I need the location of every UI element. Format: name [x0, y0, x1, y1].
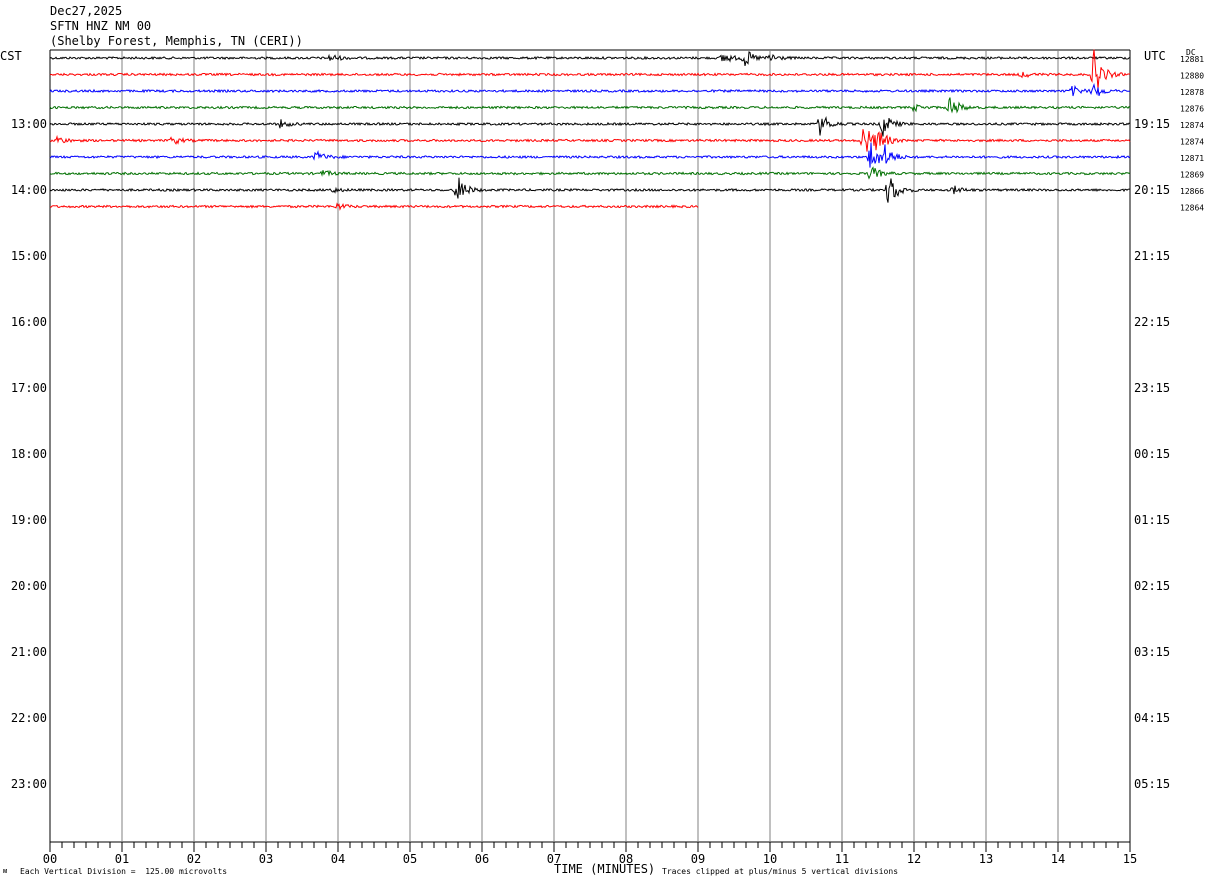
right-hour-label: 01:15 — [1134, 513, 1170, 527]
seismic-trace-0 — [49, 51, 1131, 67]
dc-offset-label: 12864 — [1180, 204, 1204, 213]
left-hour-label: 20:00 — [11, 579, 47, 593]
seismic-trace-2 — [49, 82, 1130, 97]
right-hour-label: 02:15 — [1134, 579, 1170, 593]
clip-note: Traces clipped at plus/minus 5 vertical … — [662, 867, 899, 876]
dc-offset-label: 12881 — [1180, 55, 1204, 64]
seismic-trace-6 — [49, 142, 1131, 168]
dc-offset-label: 12878 — [1180, 88, 1204, 97]
station-location: (Shelby Forest, Memphis, TN (CERI)) — [50, 34, 303, 48]
right-hour-label: 03:15 — [1134, 645, 1170, 659]
seismic-trace-8 — [49, 177, 1130, 203]
dc-column-label: DC — [1186, 48, 1196, 57]
seismic-trace-7 — [49, 166, 1131, 180]
seismic-trace-1 — [49, 49, 1131, 89]
x-tick-label: 08 — [619, 852, 633, 866]
dc-offset-label: 12866 — [1180, 187, 1204, 196]
x-tick-label: 03 — [259, 852, 273, 866]
x-tick-label: 04 — [331, 852, 345, 866]
station-code: SFTN HNZ NM 00 — [50, 19, 152, 33]
x-tick-label: 10 — [763, 852, 777, 866]
x-tick-label: 15 — [1123, 852, 1137, 866]
axis-labels: 00 01 02 03 04 05 06 07 08 09 10 11 12 13 14 15 13:00 14:… — [11, 55, 1204, 866]
right-hour-label: 21:15 — [1134, 249, 1170, 263]
left-hour-label: 21:00 — [11, 645, 47, 659]
x-tick-label: 01 — [115, 852, 129, 866]
right-hour-label: 04:15 — [1134, 711, 1170, 725]
left-hour-label: 17:00 — [11, 381, 47, 395]
x-tick-label: 14 — [1051, 852, 1065, 866]
seismic-trace-3 — [49, 97, 1131, 114]
dc-offset-label: 12869 — [1180, 171, 1204, 180]
seismic-trace-9 — [49, 202, 699, 211]
left-hour-label: 14:00 — [11, 183, 47, 197]
right-hour-label: 22:15 — [1134, 315, 1170, 329]
dc-offset-label: 12880 — [1180, 72, 1204, 81]
x-tick-label: 00 — [43, 852, 57, 866]
scale-note: Each Vertical Division = 125.00 microvol… — [20, 867, 228, 876]
right-hour-label: 23:15 — [1134, 381, 1170, 395]
x-tick-label: 02 — [187, 852, 201, 866]
left-hour-label: 16:00 — [11, 315, 47, 329]
dc-offset-label: 12874 — [1180, 121, 1204, 130]
x-tick-label: 06 — [475, 852, 489, 866]
right-hour-label: 19:15 — [1134, 117, 1170, 131]
helicorder-date: Dec27,2025 — [50, 4, 123, 18]
right-hour-label: 00:15 — [1134, 447, 1170, 461]
x-tick-label: 05 — [403, 852, 417, 866]
right-hour-label: 20:15 — [1134, 183, 1170, 197]
seismic-trace-4 — [49, 115, 1131, 137]
right-hour-label: 05:15 — [1134, 777, 1170, 791]
right-timezone-label: UTC — [1144, 49, 1166, 63]
seismic-trace-5 — [49, 129, 1131, 152]
dc-offset-label: 12876 — [1180, 105, 1204, 114]
plot-grid — [49, 49, 1131, 852]
x-tick-label: 13 — [979, 852, 993, 866]
left-hour-label: 22:00 — [11, 711, 47, 725]
left-hour-label: 13:00 — [11, 117, 47, 131]
x-axis-title: TIME (MINUTES) — [554, 862, 656, 876]
x-tick-label: 12 — [907, 852, 921, 866]
left-timezone-label: CST — [0, 49, 22, 63]
seismic-traces — [49, 49, 1131, 211]
x-tick-label: 09 — [691, 852, 705, 866]
dc-offset-label: 12871 — [1180, 154, 1204, 163]
dc-offset-label: 12874 — [1180, 138, 1204, 147]
left-hour-label: 15:00 — [11, 249, 47, 263]
left-hour-label: 23:00 — [11, 777, 47, 791]
scale-marker-icon: ᴍ — [3, 867, 8, 875]
left-hour-label: 19:00 — [11, 513, 47, 527]
left-hour-label: 18:00 — [11, 447, 47, 461]
x-tick-label: 07 — [547, 852, 561, 866]
x-tick-label: 11 — [835, 852, 849, 866]
